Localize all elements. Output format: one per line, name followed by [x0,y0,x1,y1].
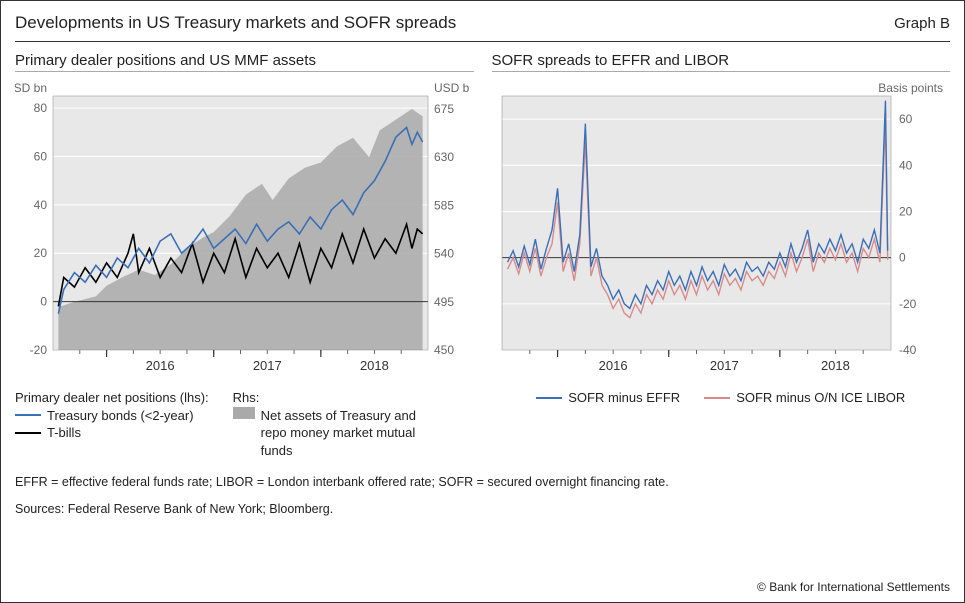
left-legend: Primary dealer net positions (lhs): Trea… [15,389,474,459]
svg-text:0: 0 [40,295,47,309]
svg-text:540: 540 [434,247,454,261]
legend-sofr-libor: SOFR minus O/N ICE LIBOR [704,389,905,407]
svg-text:40: 40 [34,198,48,212]
svg-text:495: 495 [434,295,454,309]
footnote-sources: Sources: Federal Reserve Bank of New Yor… [15,500,950,519]
svg-text:20: 20 [34,246,48,260]
legend-swatch-line [536,397,562,399]
legend-label: SOFR minus EFFR [568,389,680,407]
legend-swatch-line [704,397,730,399]
right-panel: SOFR spreads to EFFR and LIBOR -40 -20 0 20… [492,52,951,459]
svg-text:20: 20 [899,204,913,218]
legend-tbills: T-bills [15,424,209,442]
legend-swatch-line [15,414,41,416]
legend-swatch-area [233,407,255,419]
legend-swatch-line [15,432,41,434]
right-plot: -40 -20 0 20 40 60 Basis points 2016 2017 2018 [492,78,951,383]
legend-label: T-bills [47,424,81,442]
legend-heading-rhs: Rhs: [233,389,431,407]
svg-text:USD bn: USD bn [15,81,47,95]
svg-text:60: 60 [899,112,913,126]
svg-text:630: 630 [434,150,454,164]
svg-text:2016: 2016 [146,358,175,373]
charts-row: Primary dealer positions and US MMF asse… [15,52,950,459]
right-legend: SOFR minus EFFR SOFR minus O/N ICE LIBOR [492,389,951,407]
footnotes: EFFR = effective federal funds rate; LIB… [15,473,950,519]
footnote-abbr: EFFR = effective federal funds rate; LIB… [15,473,950,492]
right-chart-svg: -40 -20 0 20 40 60 Basis points 2016 2017 2018 [492,78,947,378]
right-panel-title: SOFR spreads to EFFR and LIBOR [492,52,951,72]
svg-text:40: 40 [899,158,913,172]
figure-container: Developments in US Treasury markets and … [0,0,965,603]
svg-text:60: 60 [34,149,48,163]
legend-label: Net assets of Treasury and repo money ma… [261,407,431,460]
svg-text:450: 450 [434,343,454,357]
left-panel-title: Primary dealer positions and US MMF asse… [15,52,474,72]
figure-title: Developments in US Treasury markets and … [15,13,456,33]
figure-graph-id: Graph B [894,15,950,32]
svg-text:585: 585 [434,198,454,212]
copyright: © Bank for International Settlements [757,580,950,594]
svg-text:-40: -40 [899,343,917,357]
legend-sofr-effr: SOFR minus EFFR [536,389,680,407]
svg-text:0: 0 [899,251,906,265]
svg-text:2017: 2017 [253,358,282,373]
left-chart-svg: -20 0 20 40 60 80 450 495 540 585 630 675 USD bn USD … [15,78,470,378]
svg-text:-20: -20 [899,297,917,311]
left-plot: -20 0 20 40 60 80 450 495 540 585 630 675 USD bn USD … [15,78,474,383]
svg-text:80: 80 [34,101,48,115]
legend-heading-lhs: Primary dealer net positions (lhs): [15,389,209,407]
legend-area: Net assets of Treasury and repo money ma… [233,407,431,460]
legend-label: SOFR minus O/N ICE LIBOR [736,389,905,407]
figure-header: Developments in US Treasury markets and … [15,13,950,42]
legend-label: Treasury bonds (<2-year) [47,407,194,425]
svg-text:2018: 2018 [360,358,389,373]
svg-text:Basis points: Basis points [878,81,943,95]
left-panel: Primary dealer positions and US MMF asse… [15,52,474,459]
svg-text:675: 675 [434,102,454,116]
svg-text:2018: 2018 [820,358,849,373]
legend-treasury-bonds: Treasury bonds (<2-year) [15,407,209,425]
svg-text:2016: 2016 [598,358,627,373]
svg-text:-20: -20 [30,343,48,357]
svg-text:2017: 2017 [709,358,738,373]
svg-text:USD bn: USD bn [434,81,470,95]
